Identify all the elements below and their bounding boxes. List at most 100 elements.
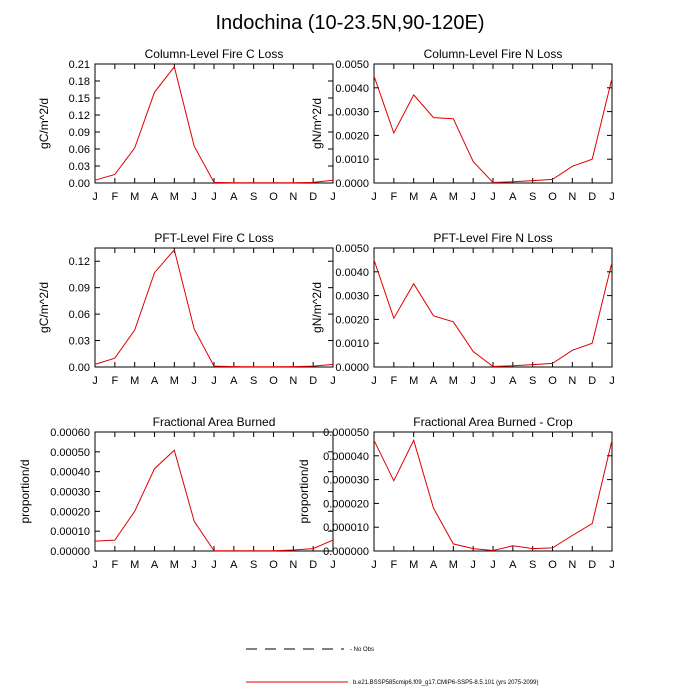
panel-6-xtick-label: D <box>588 559 596 571</box>
panel-3-ytick-label: 0.00 <box>69 362 90 374</box>
panel-2-xtick-label: M <box>449 191 458 203</box>
panel-1-ytick-label: 0.00 <box>69 178 90 190</box>
panel-6-series-line <box>373 438 613 552</box>
panel-1-xtick-label: M <box>130 191 139 203</box>
panel-4-xtick-label: F <box>390 375 397 387</box>
panel-4-xtick-label: A <box>430 375 438 387</box>
panel-5-ytick-label: 0.00050 <box>50 447 90 459</box>
panel-5-xtick-label: J <box>211 559 217 571</box>
panel-3-ytick-label: 0.12 <box>69 256 90 268</box>
panel-2-xtick-label: N <box>568 191 576 203</box>
panel-1-xtick-label: N <box>289 191 297 203</box>
panel-4-xtick-label: O <box>548 375 557 387</box>
panel-3-ytick-label: 0.09 <box>69 283 90 295</box>
panel-2-ytick-label: 0.0040 <box>335 83 369 95</box>
panel-5-ylabel: proportion/d <box>18 459 32 523</box>
panel-3-title: PFT-Level Fire C Loss <box>154 231 273 245</box>
panel-5-series-line <box>94 449 334 552</box>
panel-2-ytick-label: 0.0000 <box>335 178 369 190</box>
panel-6-xtick-label: J <box>371 559 377 571</box>
panel-3-xtick-label: J <box>92 375 98 387</box>
panel-1-xtick-label: J <box>191 191 197 203</box>
panel-5-ytick-label: 0.00010 <box>50 526 90 538</box>
panel-2-xtick-label: A <box>509 191 517 203</box>
panel-4-title: PFT-Level Fire N Loss <box>433 231 552 245</box>
panel-1-ytick-label: 0.09 <box>69 127 90 139</box>
panel-2-ytick-label: 0.0010 <box>335 154 369 166</box>
panel-1-xtick-label: A <box>151 191 159 203</box>
panel-4-xtick-label: J <box>490 375 496 387</box>
panel-1-ytick-label: 0.03 <box>69 161 90 173</box>
panel-5-xtick-label: J <box>191 559 197 571</box>
panel-3-xtick-label: J <box>191 375 197 387</box>
panel-1-ytick-label: 0.06 <box>69 144 90 156</box>
panel-1-series-line <box>94 65 334 184</box>
panel-4-ytick-label: 0.0000 <box>335 362 369 374</box>
panel-1-xtick-label: J <box>211 191 217 203</box>
panel-1-xtick-label: S <box>250 191 257 203</box>
panel-3-xtick-label: J <box>211 375 217 387</box>
panel-5-xtick-label: M <box>170 559 179 571</box>
panel-2-xtick-label: M <box>409 191 418 203</box>
panel-6-xtick-label: O <box>548 559 557 571</box>
panel-6-ytick-label: 0.000000 <box>323 546 369 558</box>
panel-3-xtick-label: A <box>151 375 159 387</box>
panel-5-ytick-label: 0.00060 <box>50 427 90 439</box>
panel-2-xtick-label: J <box>490 191 496 203</box>
panel-1-ytick-label: 0.12 <box>69 110 90 122</box>
panel-5-xtick-label: O <box>269 559 278 571</box>
panel-3-series-line <box>94 248 334 368</box>
panel-1-title: Column-Level Fire C Loss <box>145 47 284 61</box>
panel-4-xtick-label: J <box>470 375 476 387</box>
panel-6-ylabel: proportion/d <box>297 459 311 523</box>
panel-3-ytick-label: 0.06 <box>69 309 90 321</box>
panel-2-xtick-label: O <box>548 191 557 203</box>
panel-6-xtick-label: A <box>430 559 438 571</box>
panel-5-ytick-label: 0.00030 <box>50 487 90 499</box>
panel-5-ytick-label: 0.00000 <box>50 546 90 558</box>
panel-3-xtick-label: J <box>330 375 336 387</box>
figure-title: Indochina (10-23.5N,90-120E) <box>215 12 485 34</box>
panel-2-title: Column-Level Fire N Loss <box>424 47 563 61</box>
panel-6-ytick-label: 0.000040 <box>323 451 369 463</box>
legend-model-label: b.e21.BSSP585cmip6.f09_g17.CMIP6-SSP5-8.… <box>353 680 538 686</box>
panel-2-xtick-label: J <box>609 191 615 203</box>
panel-6-xtick-label: J <box>470 559 476 571</box>
panel-1-xtick-label: O <box>269 191 278 203</box>
panel-4-xtick-label: J <box>371 375 377 387</box>
panel-1-xtick-label: J <box>330 191 336 203</box>
panel-5-xtick-label: D <box>309 559 317 571</box>
panel-1-ytick-label: 0.21 <box>69 59 90 71</box>
panel-2-xtick-label: J <box>371 191 377 203</box>
panel-4-xtick-label: N <box>568 375 576 387</box>
panel-6-ytick-label: 0.000020 <box>323 498 369 510</box>
panel-3-xtick-label: A <box>230 375 238 387</box>
panel-6-ytick-label: 0.000050 <box>323 427 369 439</box>
panel-3-xtick-label: M <box>130 375 139 387</box>
panel-6-xtick-label: J <box>490 559 496 571</box>
panel-2-ytick-label: 0.0030 <box>335 107 369 119</box>
panel-1-ytick-label: 0.18 <box>69 76 90 88</box>
panel-6-title: Fractional Area Burned - Crop <box>413 415 573 429</box>
panel-3-xtick-label: F <box>111 375 118 387</box>
panel-1-frame <box>94 63 334 184</box>
panel-2-series-line <box>373 75 613 184</box>
panel-6-xtick-label: J <box>609 559 615 571</box>
panel-6-xtick-label: F <box>390 559 397 571</box>
panel-4-ytick-label: 0.0050 <box>335 243 369 255</box>
panel-5-xtick-label: S <box>250 559 257 571</box>
panel-4-xtick-label: M <box>449 375 458 387</box>
panel-5-xtick-label: A <box>151 559 159 571</box>
panel-6-ytick-label: 0.000030 <box>323 475 369 487</box>
panel-3-xtick-label: N <box>289 375 297 387</box>
panel-2-xtick-label: S <box>529 191 536 203</box>
panel-3-ytick-label: 0.03 <box>69 336 90 348</box>
panel-4-xtick-label: M <box>409 375 418 387</box>
panel-1-ylabel: gC/m^2/d <box>37 98 51 149</box>
panel-5-ytick-label: 0.00040 <box>50 467 90 479</box>
panel-3-xtick-label: M <box>170 375 179 387</box>
panel-5-xtick-label: J <box>92 559 98 571</box>
panel-2-xtick-label: J <box>470 191 476 203</box>
panel-2-ytick-label: 0.0020 <box>335 130 369 142</box>
legend-obs-label: - No Obs <box>350 647 374 653</box>
